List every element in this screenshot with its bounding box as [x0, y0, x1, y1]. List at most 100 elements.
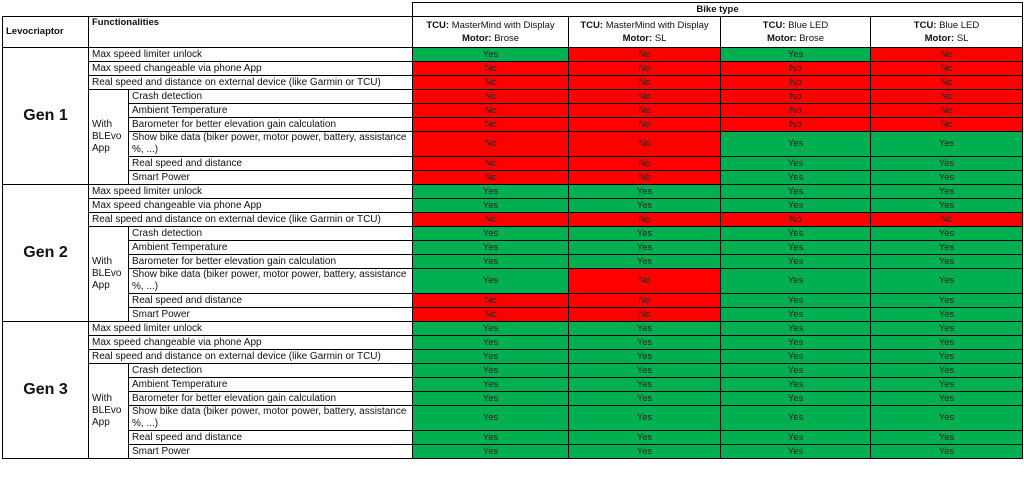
value-cell: Yes [720, 444, 872, 459]
feature-name: Show bike data (biker power, motor power… [127, 131, 414, 157]
value-cell: Yes [870, 131, 1024, 157]
bike-type-header: Bike type [412, 2, 1024, 17]
feature-name: Barometer for better elevation gain calc… [127, 254, 414, 269]
value-cell: Yes [720, 254, 872, 269]
value-cell: Yes [720, 170, 872, 185]
value-cell: No [720, 75, 872, 90]
value-cell: No [870, 103, 1024, 118]
value-cell: No [568, 212, 722, 227]
subgroup-label: With BLEvo App [88, 363, 129, 459]
header-row: Bike type [3, 2, 1024, 17]
tcu-value: MasterMind with Display [605, 20, 709, 31]
feature-name: Barometer for better elevation gain calc… [127, 117, 414, 132]
feature-row: With BLEvo App Crash detection No No No No [3, 89, 1024, 185]
header-row: Levocriaptor Functionalities TCU: MasterMi… [2, 16, 1024, 48]
value-cell: Yes [870, 226, 1024, 241]
value-cell: No [720, 212, 872, 227]
value-cell: Yes [568, 226, 722, 241]
motor-line: Motor: SL [874, 32, 1019, 45]
value-cell: Yes [870, 377, 1024, 392]
feature-name: Max speed changeable via phone App [87, 335, 414, 350]
feature-row: Smart Power No No Yes Yes [3, 307, 1024, 322]
value-cell: Yes [412, 198, 570, 213]
motor-line: Motor: Brose [724, 32, 867, 45]
value-cell: Yes [870, 307, 1024, 322]
feature-row: Max speed changeable via phone App No No No… [3, 61, 1024, 76]
value-cell: Yes [870, 240, 1024, 255]
value-cell: No [720, 89, 872, 104]
value-cell: No [412, 156, 570, 171]
feature-name: Barometer for better elevation gain calc… [127, 391, 414, 406]
tcu-value: Blue LED [788, 20, 829, 31]
feature-name: Smart Power [127, 307, 414, 322]
corner-header: Levocriaptor [2, 16, 89, 48]
value-cell: Yes [412, 377, 570, 392]
value-cell: Yes [568, 184, 722, 199]
value-cell: No [568, 103, 722, 118]
value-cell: Yes [870, 254, 1024, 269]
feature-name: Crash detection [127, 89, 414, 104]
value-cell: Yes [720, 349, 872, 364]
value-cell: Yes [412, 240, 570, 255]
value-cell: No [870, 117, 1024, 132]
feature-row: With BLEvo App Crash detection Yes Yes Yes Ye… [3, 226, 1024, 322]
feature-row: With BLEvo App Crash detection Yes Yes Yes Ye… [3, 363, 1024, 459]
motor-value: SL [956, 33, 969, 44]
value-cell: No [870, 75, 1024, 90]
feature-row: Gen 1 Max speed limiter unlock Yes No Yes No [2, 47, 1024, 185]
feature-row: Gen 2 Max speed limiter unlock Yes Yes Yes Ye… [2, 184, 1024, 322]
generation-label: Gen 1 [2, 47, 89, 185]
blank-cell [3, 3, 413, 17]
value-cell: Yes [720, 391, 872, 406]
value-cell: Yes [412, 268, 570, 294]
feature-row: Show bike data (biker power, motor power… [3, 268, 1024, 294]
motor-line: Motor: Brose [416, 32, 565, 45]
value-cell: No [870, 212, 1024, 227]
value-cell: Yes [412, 363, 570, 378]
feature-name: Max speed changeable via phone App [87, 61, 414, 76]
feature-row: Barometer for better elevation gain calc… [3, 254, 1024, 269]
value-cell: Yes [412, 444, 570, 459]
value-cell: Yes [720, 131, 872, 157]
feature-row: Ambient Temperature Yes Yes Yes Yes [3, 240, 1024, 255]
value-cell: No [412, 170, 570, 185]
value-cell: No [568, 47, 722, 62]
value-cell: Yes [870, 430, 1024, 445]
value-cell: Yes [412, 349, 570, 364]
feature-row: Show bike data (biker power, motor power… [3, 131, 1024, 157]
value-cell: Yes [720, 307, 872, 322]
value-cell: No [412, 89, 570, 104]
motor-label: Motor: [622, 33, 653, 44]
value-cell: Yes [870, 349, 1024, 364]
motor-label: Motor: [767, 33, 797, 44]
value-cell: Yes [870, 391, 1024, 406]
value-cell: Yes [720, 430, 872, 445]
value-cell: Yes [568, 363, 722, 378]
value-cell: Yes [870, 321, 1024, 336]
bike-column-header: TCU: MasterMind with Display Motor: Brose [412, 16, 570, 48]
value-cell: Yes [568, 349, 722, 364]
feature-row: Max speed changeable via phone App Yes Yes… [3, 198, 1024, 213]
feature-name: Crash detection [127, 226, 414, 241]
bike-column-header: TCU: Blue LED Motor: SL [870, 16, 1024, 48]
value-cell: No [568, 61, 722, 76]
feature-name: Real speed and distance [127, 430, 414, 445]
value-cell: Yes [720, 321, 872, 336]
feature-row: Gen 3 Max speed limiter unlock Yes Yes Yes Ye… [2, 321, 1024, 459]
value-cell: Yes [568, 198, 722, 213]
value-cell: No [568, 156, 722, 171]
value-cell: No [720, 117, 872, 132]
feature-row: Smart Power No No Yes Yes [3, 170, 1024, 185]
value-cell: No [412, 117, 570, 132]
value-cell: Yes [568, 321, 722, 336]
value-cell: Yes [870, 268, 1024, 294]
value-cell: No [412, 307, 570, 322]
value-cell: Yes [568, 444, 722, 459]
value-cell: Yes [568, 377, 722, 392]
feature-name: Max speed limiter unlock [87, 47, 414, 62]
value-cell: Yes [720, 363, 872, 378]
value-cell: Yes [412, 184, 570, 199]
feature-name: Real speed and distance on external devi… [87, 349, 414, 364]
value-cell: No [412, 75, 570, 90]
